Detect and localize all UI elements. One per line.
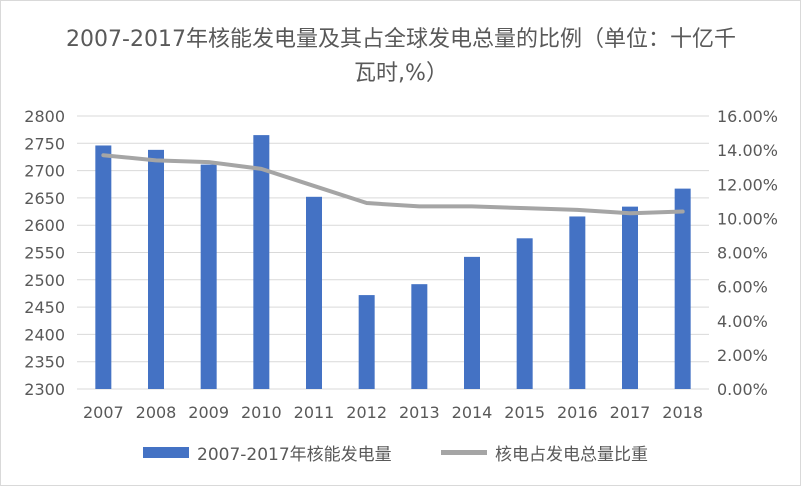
y2-tick-label: 4.00% [717,312,768,331]
bar [674,188,691,389]
bar [306,196,322,389]
y-tick-label: 2750 [24,134,65,153]
line-point [208,161,210,163]
y-tick-label: 2400 [24,325,65,344]
line-point [576,209,578,211]
bar [148,149,164,389]
bar [622,206,638,389]
x-tick-label: 2009 [188,403,229,422]
bar [464,256,480,389]
y2-tick-label: 10.00% [717,209,778,228]
y2-tick-label: 6.00% [717,278,768,297]
bar [516,238,533,389]
legend-item-line: 核电占发电总量比重 [441,437,648,467]
line-point [471,205,473,207]
x-tick-label: 2016 [557,403,598,422]
bar [358,295,375,389]
x-tick-label: 2011 [294,403,335,422]
series-line [101,153,685,216]
line-point [629,212,631,214]
y-tick-label: 2700 [24,162,65,181]
bar [411,284,428,389]
bar [95,145,112,389]
legend-swatch-line [441,449,487,455]
y-tick-label: 2350 [24,353,65,372]
y2-tick-label: 0.00% [717,380,768,399]
bar [569,216,586,389]
line-point [155,159,157,161]
x-tick-label: 2012 [346,403,387,422]
y-tick-label: 2550 [24,244,65,263]
line-point [102,154,104,156]
x-tick-label: 2015 [504,403,545,422]
line-point [418,205,420,207]
y2-tick-label: 8.00% [717,244,768,263]
y2-tick-label: 2.00% [717,346,768,365]
x-tick-label: 2017 [610,403,651,422]
chart-title: 2007-2017年核能发电量及其占全球发电总量的比例（单位：十亿千瓦时,%） [66,27,736,86]
y2-tick-label: 14.00% [717,141,778,160]
line-point [313,185,315,187]
legend-label-line: 核电占发电总量比重 [495,444,648,465]
y-tick-label: 2600 [24,216,65,235]
x-tick-label: 2007 [83,403,124,422]
x-tick-label: 2008 [136,403,177,422]
y2-tick-label: 12.00% [717,175,778,194]
line-point [682,211,684,213]
y-tick-label: 2300 [24,380,65,399]
line-point [524,207,526,209]
legend-swatch-bar [143,446,189,458]
y-tick-label: 2650 [24,189,65,208]
line-point [366,202,368,204]
bar [253,135,270,389]
legend-label-bars: 2007-2017年核能发电量 [197,444,392,465]
x-tick-label: 2013 [399,403,440,422]
y-tick-label: 2800 [24,107,65,126]
line-point [260,168,262,170]
legend-item-bars: 2007-2017年核能发电量 [143,437,392,467]
y-tick-label: 2500 [24,271,65,290]
y-tick-label: 2450 [24,298,65,317]
x-tick-label: 2014 [452,403,493,422]
bar [200,164,217,389]
x-tick-label: 2018 [662,403,703,422]
y2-tick-label: 16.00% [717,107,778,126]
x-tick-label: 2010 [241,403,282,422]
